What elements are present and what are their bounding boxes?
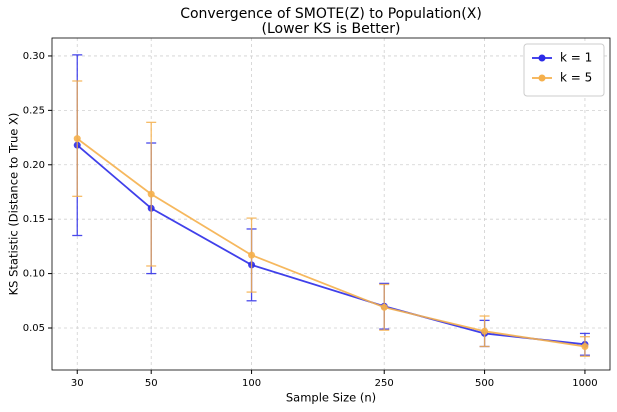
y-axis-label: KS Statistic (Distance to True X) — [7, 113, 21, 296]
y-tick-label: 0.05 — [23, 323, 45, 334]
y-tick-label: 0.20 — [23, 160, 45, 171]
point — [248, 251, 256, 259]
y-tick-label: 0.15 — [23, 214, 45, 225]
x-tick-label: 1000 — [572, 378, 597, 389]
y-tick-label: 0.30 — [23, 51, 45, 62]
legend-marker — [538, 54, 546, 62]
point — [380, 303, 388, 311]
legend-label: k = 5 — [560, 71, 592, 85]
x-axis-label: Sample Size (n) — [286, 391, 376, 405]
x-tick-label: 50 — [145, 378, 158, 389]
point — [147, 190, 155, 198]
y-tick-label: 0.25 — [23, 105, 45, 116]
series-line — [76, 137, 586, 348]
x-tick-label: 100 — [242, 378, 261, 389]
series-line — [76, 144, 586, 346]
point — [73, 135, 81, 143]
chart-title: Convergence of SMOTE(Z) to Population(X) — [180, 6, 482, 22]
legend-label: k = 1 — [560, 51, 592, 65]
point — [581, 342, 589, 350]
chart-subtitle: (Lower KS is Better) — [261, 21, 400, 37]
y-tick-label: 0.10 — [23, 269, 45, 280]
x-tick-label: 500 — [475, 378, 494, 389]
x-tick-label: 250 — [375, 378, 394, 389]
plot-frame — [51, 37, 611, 371]
x-tick-label: 30 — [71, 378, 84, 389]
point — [481, 327, 489, 335]
legend: k = 1 k = 5 — [523, 43, 605, 97]
legend-marker — [538, 74, 546, 82]
